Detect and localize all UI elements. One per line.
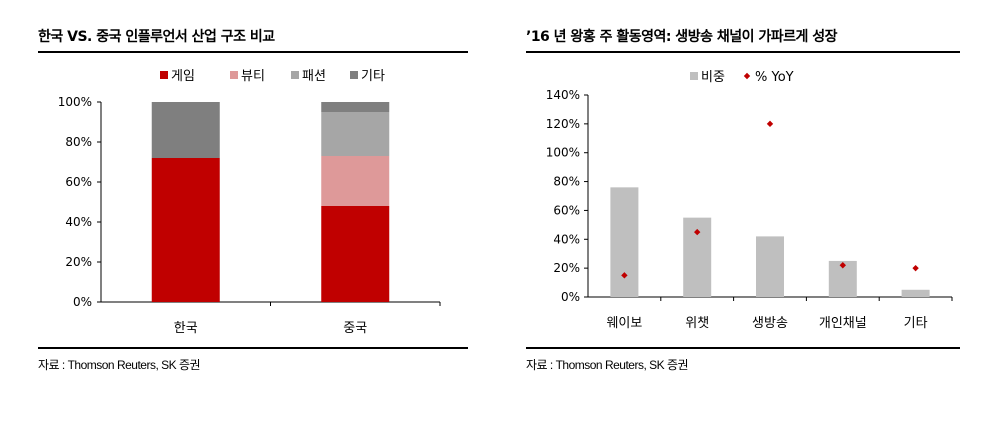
x-tick-label: 생방송 — [752, 316, 788, 331]
x-tick-label: 중국 — [343, 321, 367, 336]
legend-swatch — [690, 72, 698, 80]
bar-segment — [151, 102, 220, 158]
bar — [756, 236, 784, 297]
legend-label: 기타 — [361, 69, 385, 84]
bar — [901, 289, 930, 297]
bar-segment — [321, 206, 390, 302]
y-tick-label: 140% — [546, 88, 580, 102]
y-tick-label: 0% — [561, 290, 580, 304]
bar-segment — [321, 112, 390, 156]
scatter-point — [912, 264, 919, 272]
y-tick-label: 60% — [65, 175, 92, 189]
right-bar-scatter-chart: 0% 20% 40% 60% 80% 100% 120% 140% 웨이보 위챗 생방송 개인채널 기타… — [546, 70, 953, 331]
legend-marker — [743, 72, 751, 80]
left-source-note: 자료 : Thomson Reuters, SK 증권 — [38, 358, 201, 372]
bar-segment — [321, 102, 390, 112]
bar-segment — [151, 158, 220, 302]
x-tick-label: 위챗 — [685, 316, 709, 331]
right-chart-panel: ’16 년 왕홍 주 활동영역: 생방송 채널이 가파르게 성장 0% 20% 40… — [520, 0, 984, 446]
left-source-rule — [38, 347, 468, 349]
y-tick-label: 60% — [553, 203, 580, 217]
y-tick-label: 40% — [65, 215, 92, 229]
x-tick-label: 기타 — [904, 316, 928, 331]
legend-label: 패션 — [302, 69, 326, 84]
legend-swatch — [350, 71, 358, 79]
legend-label: 비중 — [701, 70, 725, 85]
y-tick-label: 120% — [546, 117, 580, 131]
legend-label: 뷰티 — [241, 69, 265, 84]
bar-segment — [321, 156, 390, 206]
right-source-rule — [526, 347, 960, 349]
y-tick-label: 100% — [546, 146, 580, 160]
y-tick-label: 20% — [65, 255, 92, 269]
y-tick-label: 0% — [73, 295, 92, 309]
right-source-note: 자료 : Thomson Reuters, SK 증권 — [526, 358, 689, 372]
x-tick-label: 한국 — [174, 321, 198, 336]
x-tick-label: 개인채널 — [819, 316, 867, 331]
y-tick-label: 20% — [553, 261, 580, 275]
y-tick-label: 40% — [553, 232, 580, 246]
x-tick-label: 웨이보 — [606, 316, 642, 331]
left-stacked-bar-chart: 0% 20% 40% 60% 80% 100% 한국 중국 게임 뷰티 패션 기타 — [58, 69, 441, 336]
legend-swatch — [291, 71, 299, 79]
y-tick-label: 80% — [553, 175, 580, 189]
bar — [610, 187, 639, 297]
right-chart-title: ’16 년 왕홍 주 활동영역: 생방송 채널이 가파르게 성장 — [526, 29, 838, 45]
y-tick-label: 100% — [58, 95, 92, 109]
legend-swatch — [160, 71, 168, 79]
legend-swatch — [230, 71, 238, 79]
left-chart-panel: 한국 VS. 중국 인플루언서 산업 구조 비교 0% 20% 40% 60% 80% 1… — [0, 0, 480, 446]
legend-label: 게임 — [171, 69, 195, 84]
y-tick-label: 80% — [65, 135, 92, 149]
right-title-rule — [526, 51, 960, 53]
left-title-rule — [38, 51, 468, 53]
scatter-point — [766, 120, 774, 128]
left-chart-title: 한국 VS. 중국 인플루언서 산업 구조 비교 — [38, 29, 275, 45]
legend-label: % YoY — [755, 70, 794, 85]
